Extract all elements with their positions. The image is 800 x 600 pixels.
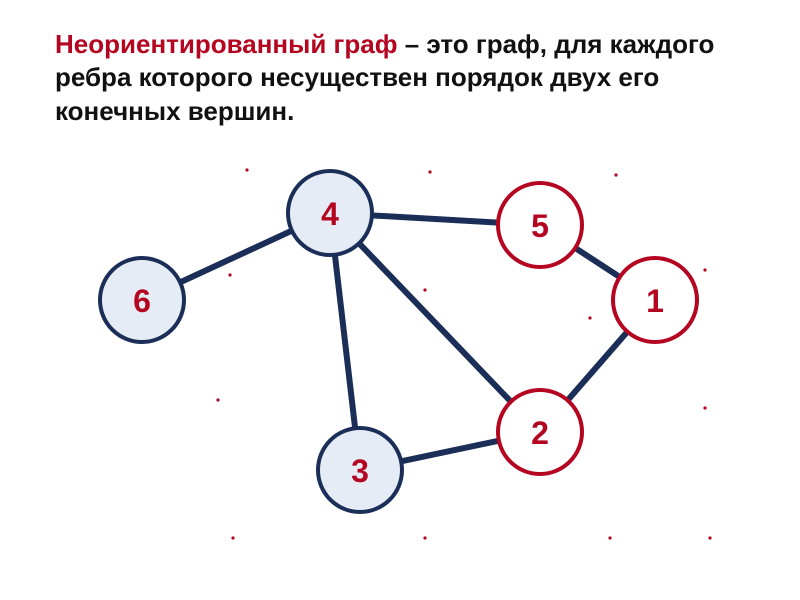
node-6: 6: [100, 258, 184, 342]
graph-svg: 1 2 3 4 5 6: [0, 0, 800, 600]
decorative-dot: [231, 536, 234, 539]
decorative-dot: [423, 536, 426, 539]
decorative-dot: [703, 406, 706, 409]
node-4: 4: [288, 171, 372, 255]
node-3: 3: [318, 428, 402, 512]
decorative-dot: [428, 170, 431, 173]
decorative-dot: [588, 316, 591, 319]
decorative-dot: [245, 168, 248, 171]
node-label-6: 6: [133, 283, 151, 319]
decorative-dot: [423, 288, 426, 291]
node-5: 5: [498, 183, 582, 267]
node-label-5: 5: [531, 208, 549, 244]
decorative-dot: [228, 273, 231, 276]
decorative-dot: [216, 398, 219, 401]
decorative-dot: [708, 536, 711, 539]
node-label-3: 3: [351, 453, 369, 489]
decorative-dot: [614, 173, 617, 176]
node-label-2: 2: [531, 415, 549, 451]
node-label-4: 4: [321, 196, 339, 232]
node-1: 1: [613, 258, 697, 342]
node-label-1: 1: [646, 283, 664, 319]
node-2: 2: [498, 390, 582, 474]
nodes-layer: 1 2 3 4 5 6: [100, 171, 697, 512]
decorative-dot: [703, 268, 706, 271]
decorative-dot: [608, 536, 611, 539]
